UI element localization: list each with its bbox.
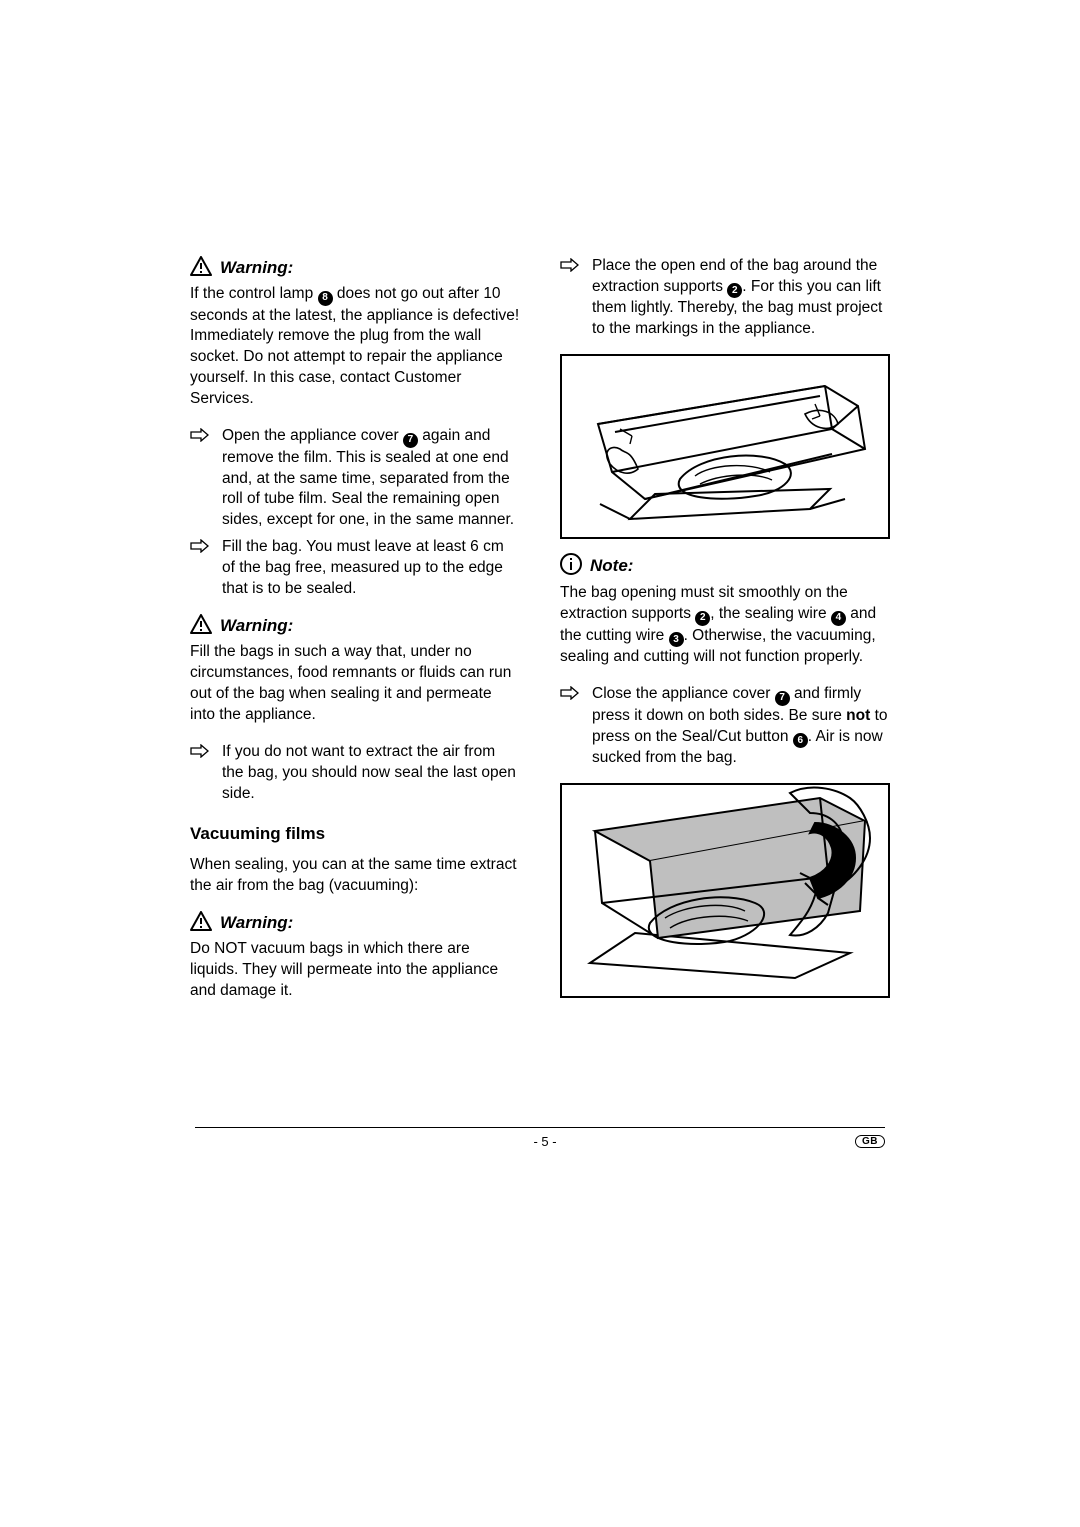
ref-3-icon: 3 [669, 632, 684, 647]
step-seal-last: If you do not want to extract the air fr… [190, 742, 520, 805]
warning-3-heading: Warning: [190, 911, 520, 935]
page-footer: - 5 - GB [195, 1127, 885, 1149]
step-arrow-icon [190, 426, 212, 531]
ref-7-icon: 7 [775, 691, 790, 706]
warning-3-title: Warning: [220, 912, 293, 935]
ref-7-icon: 7 [403, 433, 418, 448]
step-arrow-icon [190, 742, 212, 805]
ref-2-icon: 2 [695, 611, 710, 626]
step-arrow-icon [190, 537, 212, 600]
warning-icon [190, 256, 212, 280]
vacuuming-text: When sealing, you can at the same time e… [190, 855, 520, 897]
step-open-cover: Open the appliance cover 7 again and rem… [190, 426, 520, 531]
info-icon [560, 553, 582, 579]
ref-8-icon: 8 [318, 291, 333, 306]
note-heading: Note: [560, 553, 890, 579]
warning-2-title: Warning: [220, 615, 293, 638]
page-number: - 5 - [235, 1134, 855, 1149]
figure-place-bag [560, 354, 890, 539]
ref-6-icon: 6 [793, 733, 808, 748]
vacuuming-heading: Vacuuming films [190, 823, 520, 846]
ref-2-icon: 2 [727, 283, 742, 298]
step-place-bag: Place the open end of the bag around the… [560, 256, 890, 340]
left-column: Warning: If the control lamp 8 does not … [190, 250, 520, 1012]
warning-3-text: Do NOT vacuum bags in which there are li… [190, 939, 520, 1002]
note-title: Note: [590, 555, 633, 578]
note-text: The bag opening must sit smoothly on the… [560, 583, 890, 668]
warning-icon [190, 614, 212, 638]
right-column: Place the open end of the bag around the… [560, 250, 890, 1012]
warning-1-title: Warning: [220, 257, 293, 280]
step-arrow-icon [560, 256, 582, 340]
step-close-cover: Close the appliance cover 7 and firmly p… [560, 684, 890, 769]
warning-1-text: If the control lamp 8 does not go out af… [190, 284, 520, 410]
warning-2-text: Fill the bags in such a way that, under … [190, 642, 520, 726]
figure-close-cover [560, 783, 890, 998]
step-arrow-icon [560, 684, 582, 769]
ref-4-icon: 4 [831, 611, 846, 626]
warning-2-heading: Warning: [190, 614, 520, 638]
country-badge: GB [855, 1135, 885, 1148]
warning-1-heading: Warning: [190, 256, 520, 280]
step-fill-bag: Fill the bag. You must leave at least 6 … [190, 537, 520, 600]
warning-icon [190, 911, 212, 935]
